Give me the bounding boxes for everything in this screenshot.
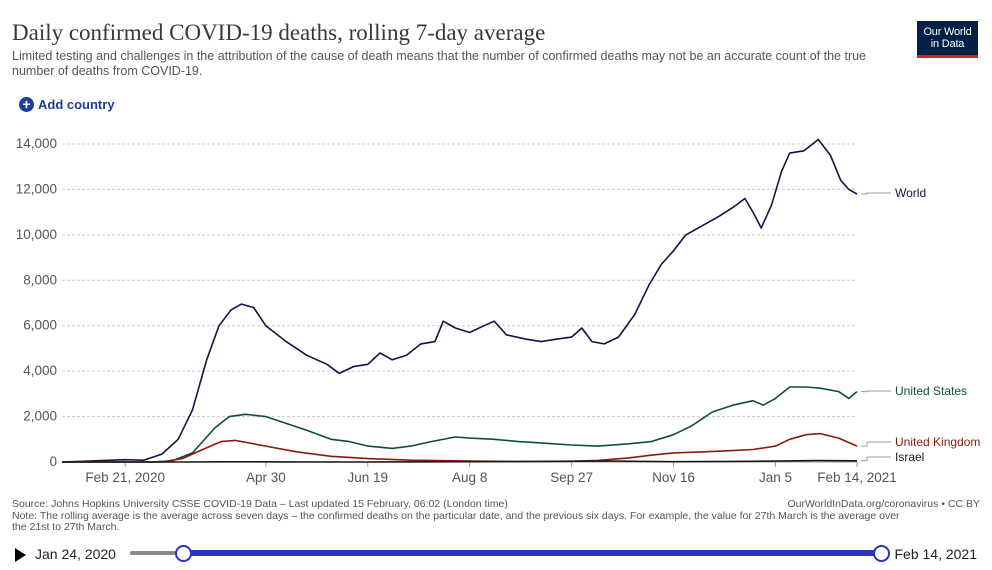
x-tick-label: Jan 5	[759, 470, 792, 485]
timeline-start-label: Jan 24, 2020	[35, 546, 116, 562]
note-text-1: Note: The rolling average is the average…	[12, 509, 900, 522]
timeline-start-handle[interactable]	[175, 545, 192, 562]
timeline-end-handle[interactable]	[873, 545, 890, 562]
timeline-selected-range	[183, 550, 880, 556]
label-connector	[861, 192, 891, 195]
source-text: Source: Johns Hopkins University CSSE CO…	[12, 498, 508, 510]
series-line-israel[interactable]	[62, 459, 858, 463]
series-lines	[61, 138, 858, 463]
timeline-end-label: Feb 14, 2021	[894, 546, 977, 562]
note-text-2: the 21st to 27th March.	[12, 521, 120, 533]
y-axis-ticks: 0 2,000 4,000 6,000 8,000 10,000 12,000 14,000	[16, 136, 57, 469]
logo-line-1: Our World	[923, 26, 972, 38]
series-line-united-states[interactable]	[62, 386, 858, 463]
x-tick-label: Nov 16	[652, 470, 695, 485]
label-connector	[861, 456, 891, 462]
x-tick-label: Jun 19	[347, 470, 388, 485]
chart-footer: Source: Johns Hopkins University CSSE CO…	[12, 498, 980, 534]
timeline: Jan 24, 2020 Feb 14, 2021	[12, 544, 980, 566]
y-tick-label: 8,000	[23, 272, 57, 287]
gridlines	[62, 143, 857, 463]
y-tick-label: 6,000	[23, 318, 57, 333]
x-tick-label: Sep 27	[550, 470, 593, 485]
y-tick-label: 4,000	[23, 363, 57, 378]
logo-line-2: in Data	[930, 38, 965, 50]
series-label-world[interactable]: World	[895, 186, 926, 200]
y-tick-label: 14,000	[16, 136, 57, 151]
owid-logo[interactable]: Our World in Data	[917, 21, 978, 58]
label-connector	[861, 390, 891, 393]
x-axis-ticks: Feb 21, 2020 Apr 30 Jun 19 Aug 8 Sep 27 Nov 1…	[85, 462, 897, 485]
series-label-united-states[interactable]: United States	[895, 384, 967, 398]
series-label-israel[interactable]: Israel	[895, 450, 924, 464]
chart-subtitle: Limited testing and challenges in the at…	[12, 49, 867, 78]
x-tick-label: Feb 14, 2021	[817, 470, 897, 485]
add-country-label: Add country	[38, 97, 115, 112]
y-tick-label: 12,000	[16, 181, 57, 196]
credit-link[interactable]: OurWorldInData.org/coronavirus • CC BY	[787, 498, 980, 510]
x-tick-label: Feb 21, 2020	[85, 470, 165, 485]
y-tick-label: 10,000	[16, 227, 57, 242]
plus-circle-icon: +	[19, 97, 34, 112]
line-chart: 02,0004,0006,0008,00010,00012,00014,000 …	[16, 136, 981, 485]
y-tick-label: 0	[49, 454, 57, 469]
x-tick-label: Apr 30	[246, 470, 286, 485]
y-tick-label: 2,000	[23, 409, 57, 424]
chart-title: Daily confirmed COVID-19 deaths, rolling…	[12, 20, 546, 45]
series-label-united-kingdom[interactable]: United Kingdom	[895, 435, 980, 449]
series-line-world[interactable]	[61, 138, 858, 463]
label-connector	[861, 441, 891, 447]
x-tick-label: Aug 8	[452, 470, 487, 485]
play-icon[interactable]	[15, 548, 26, 562]
add-country-button[interactable]: + Add country	[19, 97, 115, 112]
